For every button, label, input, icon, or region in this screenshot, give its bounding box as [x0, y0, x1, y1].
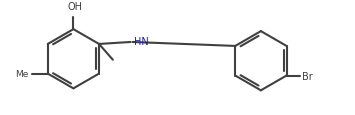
Text: Me: Me — [15, 69, 28, 78]
Text: HN: HN — [133, 37, 148, 47]
Text: OH: OH — [68, 2, 83, 12]
Text: Br: Br — [302, 71, 313, 81]
